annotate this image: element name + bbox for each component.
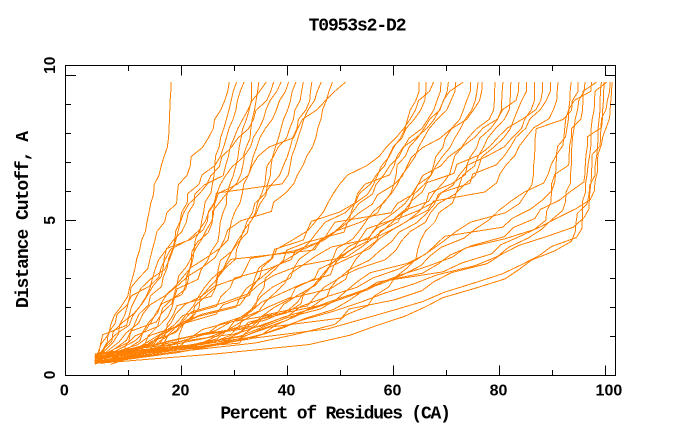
svg-text:60: 60 [384, 383, 402, 400]
svg-text:0: 0 [42, 371, 59, 380]
svg-text:0: 0 [60, 383, 69, 400]
svg-text:T0953s2-D2: T0953s2-D2 [309, 17, 406, 37]
svg-text:20: 20 [172, 383, 190, 400]
svg-text:40: 40 [278, 383, 296, 400]
svg-text:100: 100 [596, 383, 623, 400]
svg-text:10: 10 [42, 57, 59, 74]
svg-text:Distance Cutoff, A: Distance Cutoff, A [14, 131, 34, 308]
svg-text:80: 80 [490, 383, 508, 400]
svg-text:Percent of Residues (CA): Percent of Residues (CA) [220, 405, 449, 425]
svg-text:5: 5 [42, 216, 59, 225]
